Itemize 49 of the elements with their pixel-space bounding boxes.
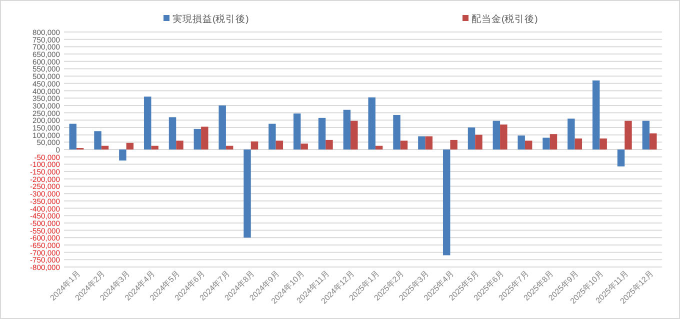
bar [318, 118, 326, 150]
bar [468, 127, 476, 150]
bar [475, 134, 482, 150]
bar [176, 140, 184, 150]
bar [94, 131, 102, 150]
bar [524, 140, 532, 150]
bar [492, 120, 500, 150]
bar [375, 146, 383, 150]
bar [600, 138, 607, 150]
bar [393, 114, 400, 150]
bar [550, 134, 558, 150]
bar [276, 140, 284, 150]
bar [650, 133, 657, 150]
bar [418, 136, 426, 150]
bar [119, 150, 126, 161]
bar [168, 117, 176, 150]
bar [592, 80, 600, 150]
bar [442, 150, 450, 256]
bar [542, 138, 550, 150]
bar [326, 140, 333, 150]
bar [293, 114, 301, 150]
bar [250, 141, 258, 150]
legend-label: 配当金(税引後) [472, 13, 538, 25]
bar [518, 136, 525, 150]
bar [218, 105, 226, 150]
bar [642, 120, 650, 150]
bar [201, 126, 208, 150]
bar [450, 140, 458, 150]
bar [624, 120, 632, 150]
bar [343, 110, 351, 150]
bar [144, 96, 152, 150]
bar [574, 138, 582, 150]
legend-label: 実現損益(税引後) [172, 13, 249, 25]
bar [226, 146, 234, 150]
bar [69, 124, 76, 150]
bar [368, 97, 376, 150]
bar [151, 146, 158, 150]
bar [268, 124, 276, 150]
bar [126, 142, 134, 150]
bar [101, 146, 109, 150]
bar [617, 150, 625, 166]
bar [568, 118, 575, 150]
bar [425, 136, 433, 150]
bar [194, 128, 202, 150]
bar [400, 140, 408, 150]
bar [350, 120, 358, 150]
bar [300, 144, 308, 150]
bar [244, 150, 251, 238]
bar [500, 124, 508, 150]
